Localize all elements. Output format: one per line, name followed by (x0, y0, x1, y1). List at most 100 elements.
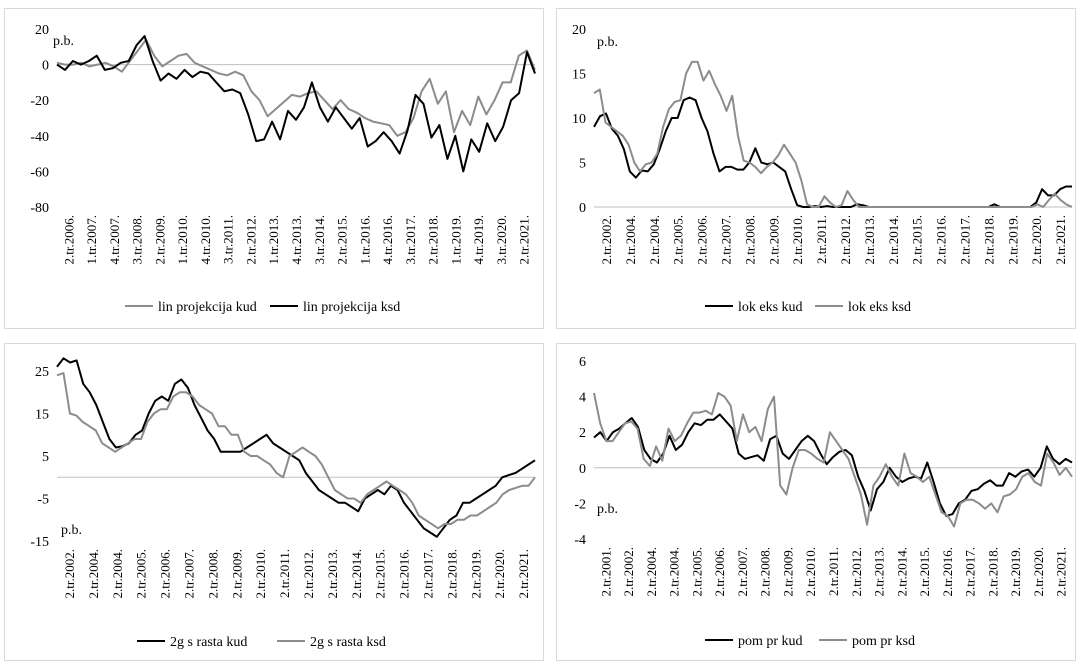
x-tick-label: 2.tr.2021. (517, 215, 532, 264)
y-tick-label: 0 (42, 59, 49, 74)
series-line-2 (593, 392, 1073, 528)
x-tick-label: 1.tr.2010. (175, 215, 190, 264)
series-line-1 (593, 413, 1073, 517)
x-tick-label: 2.tr.2020. (492, 549, 507, 598)
y-tick-label: 25 (35, 365, 49, 380)
chart-pom-pr: 6 4 2 0 -2 -4 p.b. 2.tr.2001. 2.tr.2002. 2.tr.200… (556, 343, 1076, 661)
x-tick-label: 2.tr.2008. (758, 547, 773, 596)
x-tick-label: 2.tr.2013. (862, 215, 877, 264)
x-tick-label: 1.tr.2019. (448, 215, 463, 264)
series-line-2 (593, 60, 1073, 208)
legend-label-2: lin projekcija ksd (303, 300, 400, 315)
x-tick-label: 2.tr.2006. (158, 549, 173, 598)
x-tick-label: 2.tr.2019. (1008, 547, 1023, 596)
unit-label: p.b. (597, 35, 618, 50)
x-tick-label: 2.tr.2004. (644, 547, 659, 596)
y-tick-label: -4 (574, 533, 586, 548)
x-tick-label: 2.tr.2019. (468, 549, 483, 598)
unit-label: p.b. (61, 523, 82, 538)
chart-2g-s-rasta: 25 15 5 -5 -15 p.b. 2.tr.2002. 2.tr.2004. 2.tr.2… (4, 343, 544, 661)
x-tick-label: 2.tr.2004. (623, 215, 638, 264)
x-tick-label: 2.tr.2018. (426, 215, 441, 264)
x-tick-label: 3.tr.2020. (494, 215, 509, 264)
x-tick-label: 2.tr.2016. (397, 549, 412, 598)
x-tick-label: 2.tr.2009. (152, 215, 167, 264)
x-tick-label: 2.tr.2012. (243, 215, 258, 264)
x-tick-label: 2.tr.2021. (1054, 547, 1069, 596)
y-tick-label: 10 (572, 112, 586, 127)
y-tick-label: -5 (37, 493, 49, 508)
x-tick-label: 2.tr.2010. (790, 215, 805, 264)
x-tick-label: 2.tr.2015. (335, 215, 350, 264)
series-line-2 (56, 35, 536, 173)
x-tick-label: 2.tr.2014. (886, 215, 901, 264)
x-tick-label: 2.tr.2017. (957, 215, 972, 264)
x-tick-label: 2.tr.2005. (134, 549, 149, 598)
x-tick-label: 2.tr.2012. (838, 215, 853, 264)
y-tick-label: 20 (35, 23, 49, 38)
x-tick-label: 2.tr.2009. (780, 547, 795, 596)
y-tick-label: -60 (30, 165, 49, 180)
x-tick-label: 2.tr.2010. (803, 547, 818, 596)
x-tick-label: 2.tr.2006. (695, 215, 710, 264)
chart-svg-3: 25 15 5 -5 -15 p.b. 2.tr.2002. 2.tr.2004. 2.tr.2… (30, 357, 536, 650)
x-tick-label: 2.tr.2015. (373, 549, 388, 598)
x-tick-label: 4.tr.2013. (289, 215, 304, 264)
x-tick-label: 1.tr.2013. (266, 215, 281, 264)
x-tick-label: 2.tr.2006. (61, 215, 76, 264)
x-tick-label: 2.tr.2018. (981, 215, 996, 264)
y-tick-label: 6 (579, 355, 586, 370)
x-tick-label: 2.tr.2008. (205, 549, 220, 598)
x-tick-label: 3.tr.2008. (130, 215, 145, 264)
y-tick-label: -40 (30, 130, 49, 145)
chart-svg-1: 20 0 -20 -40 -60 -80 p.b. 2.tr.2006. 1.tr.2007. 4… (30, 23, 536, 315)
x-tick-label: 2.tr.2004. (647, 215, 662, 264)
x-tick-label: 2.tr.2014. (349, 549, 364, 598)
x-tick-label: 2.tr.2015. (917, 547, 932, 596)
x-tick-label: 2.tr.2007. (735, 547, 750, 596)
chart-lok-eks: 20 15 10 5 0 p.b. 2.tr.2002. 2.tr.2004. 2.tr.200… (556, 8, 1076, 329)
x-tick-label: 2.tr.2020. (1031, 547, 1046, 596)
chart-lin-projekcija: 20 0 -20 -40 -60 -80 p.b. 2.tr.2006. 1.tr.2007. 4… (4, 8, 544, 329)
x-tick-label: 2.tr.2011. (277, 549, 292, 598)
x-tick-label: 4.tr.2007. (107, 215, 122, 264)
x-tick-label: 2.tr.2011. (814, 215, 829, 264)
legend-label-1: lin projekcija kud (158, 300, 257, 315)
x-tick-label: 2.tr.2017. (420, 549, 435, 598)
x-tick-label: 2.tr.2015. (910, 215, 925, 264)
x-tick-label: 2.tr.2011. (826, 547, 841, 596)
x-tick-label: 3.tr.2017. (403, 215, 418, 264)
x-tick-label: 2.tr.2008. (742, 215, 757, 264)
x-tick-label: 1.tr.2007. (84, 215, 99, 264)
x-tick-label: 2.tr.2002. (599, 215, 614, 264)
x-tick-label: 2.tr.2021. (516, 549, 531, 598)
x-tick-label: 2.tr.2018. (444, 549, 459, 598)
x-tick-label: 2.tr.2007. (718, 215, 733, 264)
legend-label-1: lok eks kud (738, 300, 803, 315)
y-tick-label: 15 (572, 68, 586, 83)
x-tick-label: 2.tr.2009. (229, 549, 244, 598)
x-tick-label: 2.tr.2020. (1029, 215, 1044, 264)
y-tick-label: 0 (579, 462, 586, 477)
x-tick-label: 2.tr.2004. (667, 547, 682, 596)
y-tick-label: 5 (42, 450, 49, 465)
y-tick-label: 0 (579, 201, 586, 216)
y-tick-label: -20 (30, 94, 49, 109)
x-tick-label: 2.tr.2010. (253, 549, 268, 598)
x-tick-label: 2.tr.2017. (963, 547, 978, 596)
x-tick-label: 2.tr.2019. (1005, 215, 1020, 264)
x-tick-label: 2.tr.2005. (671, 215, 686, 264)
x-tick-label: 1.tr.2016. (357, 215, 372, 264)
x-tick-label: 4.tr.2016. (380, 215, 395, 264)
series-line-1 (593, 96, 1072, 208)
x-tick-label: 2.tr.2018. (985, 547, 1000, 596)
x-tick-label: 2.tr.2013. (872, 547, 887, 596)
series-line-1 (56, 38, 536, 137)
y-tick-label: 5 (579, 157, 586, 172)
series-line-2 (56, 372, 536, 530)
x-tick-label: 2.tr.2004. (110, 549, 125, 598)
y-tick-label: -80 (30, 201, 49, 216)
x-tick-label: 2.tr.2012. (301, 549, 316, 598)
series-line-1 (56, 357, 536, 538)
x-tick-label: 2.tr.2016. (940, 547, 955, 596)
